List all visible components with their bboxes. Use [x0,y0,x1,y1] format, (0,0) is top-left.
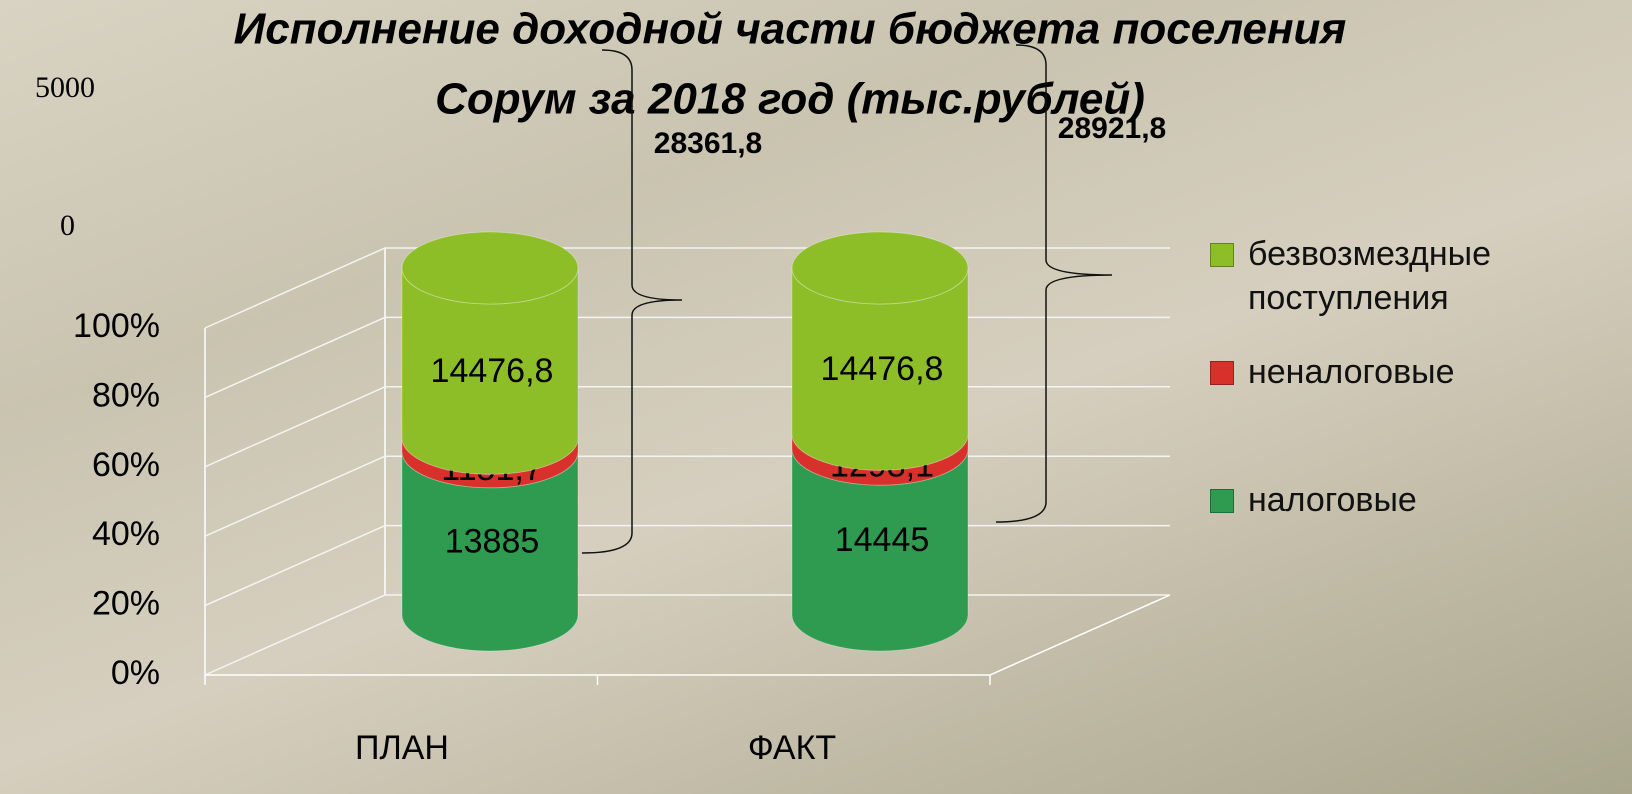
x-tick-label: ФАКТ [748,729,836,767]
legend-swatch [1210,243,1234,267]
value-label: 13885 [445,522,540,560]
legend-label: неналоговые [1248,350,1454,394]
stray-label: 5000 [35,71,95,104]
grid-line [205,317,1170,397]
stray-label: 0 [60,209,75,242]
legend-entry: неналоговые [1210,350,1540,394]
chart-title: Исполнение доходной части бюджета поселе… [234,5,1347,54]
total-brace [582,50,682,553]
total-label: 28361,8 [654,127,762,160]
grid-line [205,248,1170,328]
legend-label: безвозмездные поступления [1248,232,1540,320]
total-label: 28921,8 [1058,112,1166,145]
legend-entry: налоговые [1210,478,1540,522]
value-label: 14476,8 [431,352,554,390]
cylinder-top [402,232,578,304]
chart: Исполнение доходной части бюджета поселе… [0,0,1632,794]
y-tick-label: 100% [73,307,160,345]
legend-swatch [1210,489,1234,513]
y-tick-label: 0% [111,654,160,692]
legend-swatch [1210,361,1234,385]
page: Исполнение доходной части бюджета поселе… [0,0,1632,794]
floor [205,595,1170,675]
legend-entry: безвозмездные поступления [1210,232,1540,320]
y-tick-label: 20% [92,585,160,623]
value-label: 14445 [835,521,930,559]
grid-line [205,387,1170,467]
legend-label: налоговые [1248,478,1417,522]
cylinder-top [792,232,968,304]
x-tick-label: ПЛАН [355,729,449,767]
grid-line [205,595,1170,675]
chart-subtitle: Сорум за 2018 год (тыс.рублей) [435,75,1145,124]
grid-line [205,526,1170,606]
y-tick-label: 40% [92,515,160,553]
y-tick-label: 80% [92,376,160,414]
y-tick-label: 60% [92,446,160,484]
value-label: 14476,8 [821,350,944,388]
grid-line [205,456,1170,536]
